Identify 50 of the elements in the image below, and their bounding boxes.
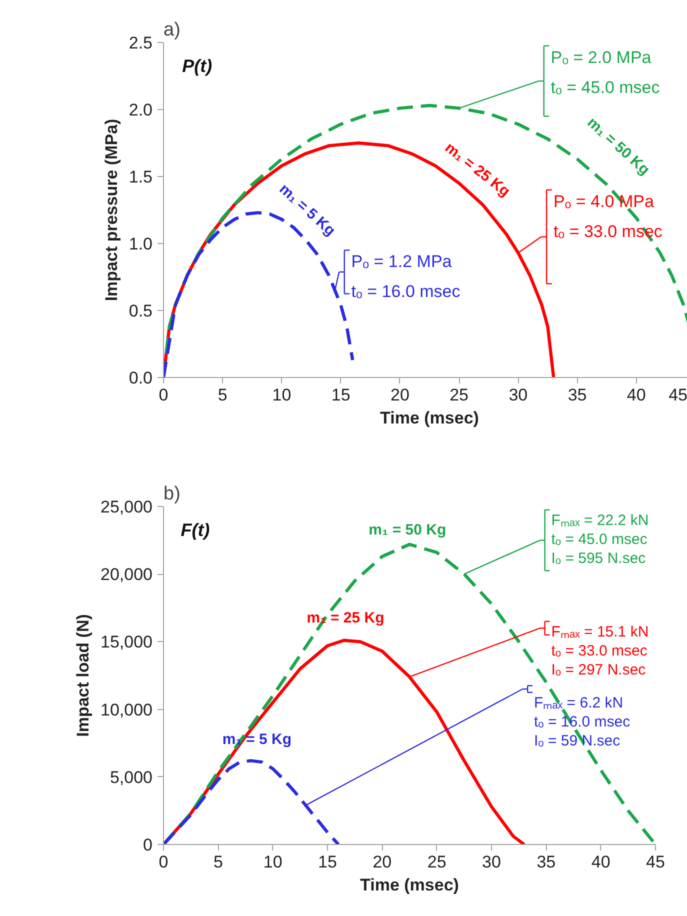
x-tick-label: 40 <box>591 852 610 872</box>
text: m₁ = 50 Kg <box>584 114 653 179</box>
series-label: m₁ = 25 Kg <box>306 610 384 627</box>
x-tick-label: 15 <box>318 852 337 872</box>
y-tick-label: 2.5 <box>128 34 153 52</box>
x-tick-label: 10 <box>263 852 282 872</box>
x-axis-title: Time (msec) <box>380 408 479 428</box>
x-tick-label: 5 <box>213 852 223 872</box>
x-tick-label: 40 <box>626 386 646 404</box>
x-tick-label: 20 <box>372 852 392 872</box>
x-tick-label: 35 <box>536 852 556 872</box>
y-tick-label: 25,000 <box>100 498 153 516</box>
text: m₁ = 25 Kg <box>442 139 514 200</box>
y-tick-label: 20,000 <box>100 565 153 584</box>
y-tick-label: 15,000 <box>100 632 153 652</box>
text: m₁ = 5 Kg <box>276 180 339 240</box>
chart-title: b) <box>164 484 180 504</box>
x-tick-label: 0 <box>158 386 168 404</box>
y-tick-label: 2.0 <box>128 100 153 120</box>
x-tick-label: 20 <box>390 386 410 404</box>
y-tick-label: 0 <box>143 836 153 854</box>
y-tick-label: 1.0 <box>128 234 153 254</box>
y-axis-title: Impact pressure (MPa) <box>102 118 121 302</box>
annotation: Pₒ = 2.0 MPa tₒ = 45.0 msec <box>550 48 660 97</box>
x-axis-title: Time (msec) <box>360 876 459 894</box>
annotation: F(t) <box>180 520 210 540</box>
x-tick-label: 0 <box>158 852 168 872</box>
annotation: Fₘₐₓ = 15.1 kN tₒ = 33.0 msec Iₒ = 297 N.sec <box>551 623 649 678</box>
annotation: Fₘₐₓ = 6.2 kN tₒ = 16.0 msec Iₒ = 59 N.sec <box>534 694 631 750</box>
x-tick-label: 25 <box>427 852 446 872</box>
x-tick-label: 5 <box>218 386 228 404</box>
x-tick-label: 30 <box>508 386 528 404</box>
annotation: P(t) <box>182 56 212 76</box>
annotation: Pₒ = 1.2 MPa tₒ = 16.0 msec <box>351 252 461 302</box>
y-tick-label: 5,000 <box>110 768 153 787</box>
y-tick-label: 1.5 <box>128 168 153 186</box>
x-tick-label: 30 <box>482 852 501 872</box>
x-tick-label: 45 <box>668 386 687 404</box>
y-tick-label: 0.5 <box>128 302 153 320</box>
x-tick-label: 45 <box>646 852 665 872</box>
x-tick-label: 25 <box>450 386 469 404</box>
x-tick-label: 15 <box>331 386 350 404</box>
chart-title: a) <box>164 20 180 40</box>
y-tick-label: 0.0 <box>128 368 153 388</box>
series-label: m₁ = 50 Kg <box>368 522 446 539</box>
x-tick-label: 35 <box>568 386 587 404</box>
annotation: Fₘₐₓ = 22.2 kN tₒ = 45.0 msec Iₒ = 595 N.sec <box>551 512 649 567</box>
y-axis-title: Impact load (N) <box>74 614 93 737</box>
x-tick-label: 10 <box>272 386 292 404</box>
y-tick-label: 10,000 <box>100 700 153 720</box>
